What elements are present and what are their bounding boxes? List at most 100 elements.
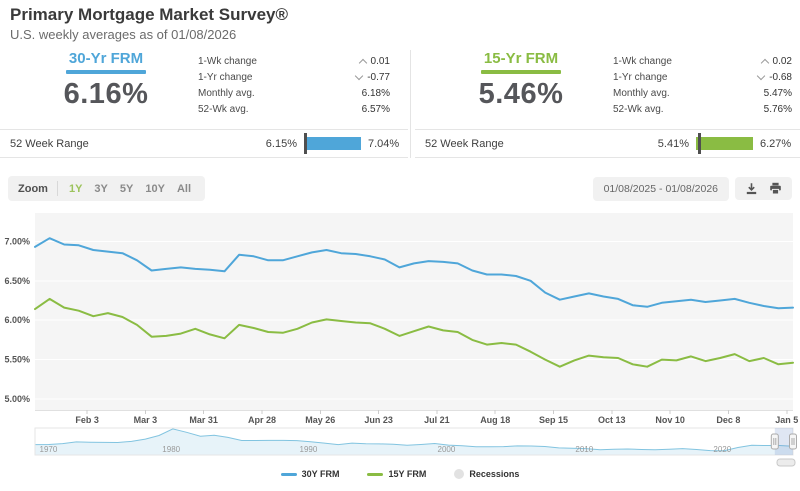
stat-row: Monthly avg. 5.47% <box>613 85 792 101</box>
product-panel-15yr: 15-Yr FRM 5.46% 1-Wk change 0.02 1-Yr ch… <box>415 50 800 117</box>
x-axis-label: Jan 5 <box>775 415 798 425</box>
range-current-marker <box>698 133 702 154</box>
x-axis-label: Feb 3 <box>75 415 99 425</box>
navigator-year-label: 2000 <box>438 445 456 454</box>
legend-label: 30Y FRM <box>301 469 340 479</box>
navigator-handle-left[interactable] <box>770 433 779 450</box>
page-title: Primary Mortgage Market Survey® <box>10 5 289 24</box>
navigator-year-label: 2010 <box>575 445 593 454</box>
stat-value: 5.47% <box>763 87 792 99</box>
stat-row: 52-Wk avg. 6.57% <box>198 101 390 117</box>
caret-down-icon <box>756 71 766 80</box>
legend-item-recessions[interactable]: Recessions <box>454 469 519 479</box>
product-summary-30yr: 30-Yr FRM 6.16% <box>26 50 186 117</box>
caret-up-icon <box>358 58 367 67</box>
zoom-range-10y[interactable]: 10Y <box>145 182 165 195</box>
stat-label: Monthly avg. <box>198 87 255 99</box>
page-subtitle: U.S. weekly averages as of 01/08/2026 <box>10 27 237 42</box>
stat-value: 0.01 <box>358 56 390 67</box>
separator <box>56 181 58 196</box>
y-axis-label: 6.50% <box>4 276 30 286</box>
navigator-year-label: 1990 <box>300 445 318 454</box>
y-axis-label: 6.00% <box>4 315 30 325</box>
x-axis-label: Oct 13 <box>598 415 626 425</box>
product-name: 15-Yr FRM <box>483 50 559 67</box>
navigator-year-label: 2020 <box>713 445 731 454</box>
product-panel-30yr: 30-Yr FRM 6.16% 1-Wk change 0.01 1-Yr ch… <box>0 50 408 117</box>
zoom-range-3y[interactable]: 3Y <box>94 182 108 195</box>
legend-item-15y-frm[interactable]: 15Y FRM <box>367 469 426 479</box>
download-icon[interactable] <box>745 182 758 195</box>
x-axis-label: Mar 31 <box>189 415 218 425</box>
zoom-range-all[interactable]: All <box>176 182 191 195</box>
stat-row: 1-Yr change -0.68 <box>613 69 792 85</box>
stat-value: 0.02 <box>760 56 792 67</box>
current-rate: 5.46% <box>478 78 564 110</box>
x-axis-label: Aug 18 <box>480 415 510 425</box>
scrollbar-thumb[interactable] <box>776 458 796 467</box>
current-rate: 6.16% <box>63 78 149 110</box>
series-line-marker <box>367 472 384 476</box>
series-15y-frm <box>34 297 794 368</box>
x-axis-label: Jun 23 <box>364 415 393 425</box>
range-bar <box>303 133 361 154</box>
x-axis-label: Mar 3 <box>134 415 158 425</box>
product-name: 30-Yr FRM <box>68 50 144 67</box>
recessions-marker <box>454 469 465 479</box>
zoom-range-1y[interactable]: 1Y <box>68 182 83 195</box>
zoom-range-5y[interactable]: 5Y <box>119 182 134 195</box>
y-axis-label: 5.00% <box>4 394 30 404</box>
zoom-buttons: 1Y 3Y 5Y 10Y All <box>69 183 193 195</box>
stat-row: 1-Wk change 0.01 <box>198 53 390 69</box>
accent-underline <box>66 70 146 74</box>
stats-list-15yr: 1-Wk change 0.02 1-Yr change -0.68 Month… <box>613 53 792 117</box>
range-high-value: 7.04% <box>368 137 400 150</box>
rates-chart[interactable]: 5.00% 5.50% 6.00% 6.50% 7.00% Feb 3 Mar 3 Mar 3… <box>0 210 800 470</box>
x-axis-label: Apr 28 <box>248 415 276 425</box>
export-controls <box>735 177 792 200</box>
x-axis-label: Jul 21 <box>424 415 450 425</box>
legend-item-30y-frm[interactable]: 30Y FRM <box>280 469 340 479</box>
y-axis-label: 7.00% <box>4 236 30 246</box>
stat-label: 52-Wk avg. <box>613 103 664 115</box>
navigator-area <box>35 428 793 455</box>
range-current-marker <box>303 133 307 154</box>
toolbar-right: 01/08/2025 - 01/08/2026 <box>592 176 792 201</box>
stat-value: -0.77 <box>354 71 390 83</box>
stat-value: 6.18% <box>361 87 390 99</box>
stat-label: 1-Yr change <box>198 71 253 83</box>
chart-toolbar: Zoom 1Y 3Y 5Y 10Y All 01/08/2025 - 01/08/202… <box>8 176 792 201</box>
series-30y-frm <box>34 237 794 310</box>
legend-label: Recessions <box>469 469 520 479</box>
navigator-line <box>34 428 794 452</box>
stat-row: Monthly avg. 6.18% <box>198 85 390 101</box>
range-row-30yr: 52 Week Range 6.15% 7.04% <box>0 129 408 158</box>
range-high-value: 6.27% <box>760 137 792 150</box>
range-bar <box>696 133 753 154</box>
stat-row: 1-Yr change -0.77 <box>198 69 390 85</box>
stat-label: 1-Wk change <box>613 55 672 67</box>
stat-row: 1-Wk change 0.02 <box>613 53 792 69</box>
print-icon[interactable] <box>769 182 782 195</box>
stat-label: 1-Wk change <box>198 55 257 67</box>
accent-underline <box>481 70 561 74</box>
chart-legend: 30Y FRM 15Y FRM Recessions <box>0 469 800 479</box>
legend-label: 15Y FRM <box>388 469 427 479</box>
navigator-year-label: 1970 <box>40 445 58 454</box>
stat-value: 6.57% <box>361 103 390 115</box>
x-axis-label: Sep 15 <box>539 415 568 425</box>
navigator-handle-right[interactable] <box>789 433 797 450</box>
date-range-display[interactable]: 01/08/2025 - 01/08/2026 <box>592 176 729 201</box>
stat-value: -0.68 <box>756 71 792 83</box>
stat-row: 52-Wk avg. 5.76% <box>613 101 792 117</box>
navigator-selection[interactable] <box>774 428 793 455</box>
caret-up-icon <box>760 58 769 67</box>
x-axis-label: Dec 8 <box>716 415 740 425</box>
plot-area[interactable] <box>35 213 793 410</box>
y-axis-label: 5.50% <box>4 355 30 365</box>
x-axis-label: May 26 <box>305 415 335 425</box>
zoom-label: Zoom <box>18 182 48 195</box>
caret-down-icon <box>354 71 364 80</box>
x-axis-label: Nov 10 <box>655 415 685 425</box>
